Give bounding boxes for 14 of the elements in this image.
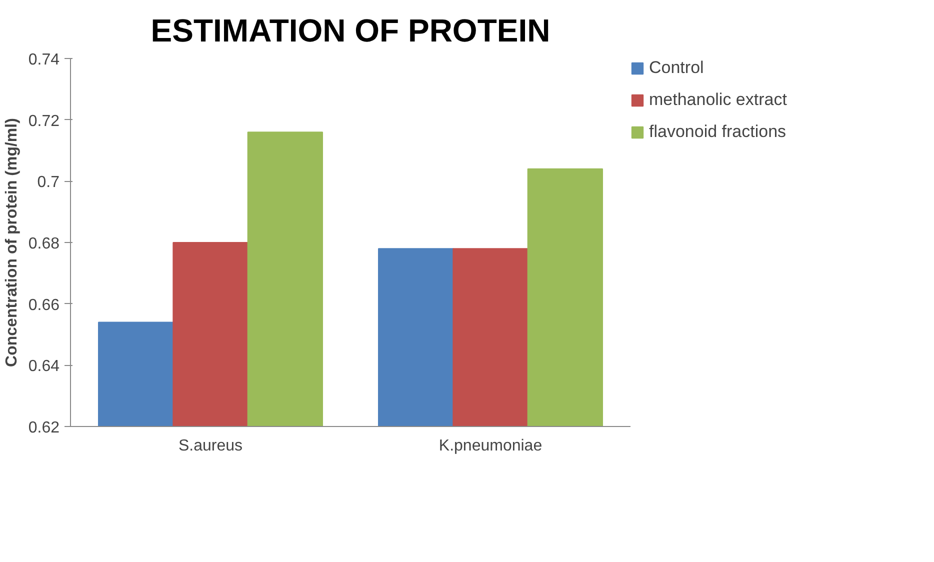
- y-tick-label: 0.62: [28, 420, 60, 436]
- y-tick-label: 0.64: [28, 358, 60, 376]
- x-tick-label: S.aureus: [178, 438, 243, 454]
- legend-label: methanolic extract: [649, 90, 787, 110]
- y-axis-title: Concentration of protein (mg/ml): [3, 118, 20, 367]
- y-tick-label: 0.68: [28, 236, 60, 252]
- legend-label: Control: [649, 58, 704, 78]
- x-tick-label: K.pneumoniae: [438, 438, 542, 454]
- y-tick-label: 0.66: [28, 296, 60, 314]
- y-tick-label: 0.72: [28, 112, 60, 130]
- y-tick-label: 0.7: [37, 174, 60, 192]
- y-tick-label: 0.74: [28, 52, 60, 68]
- chart-title: ESTIMATION OF PROTEIN: [150, 12, 550, 48]
- legend-label: flavonoid fractions: [649, 122, 786, 142]
